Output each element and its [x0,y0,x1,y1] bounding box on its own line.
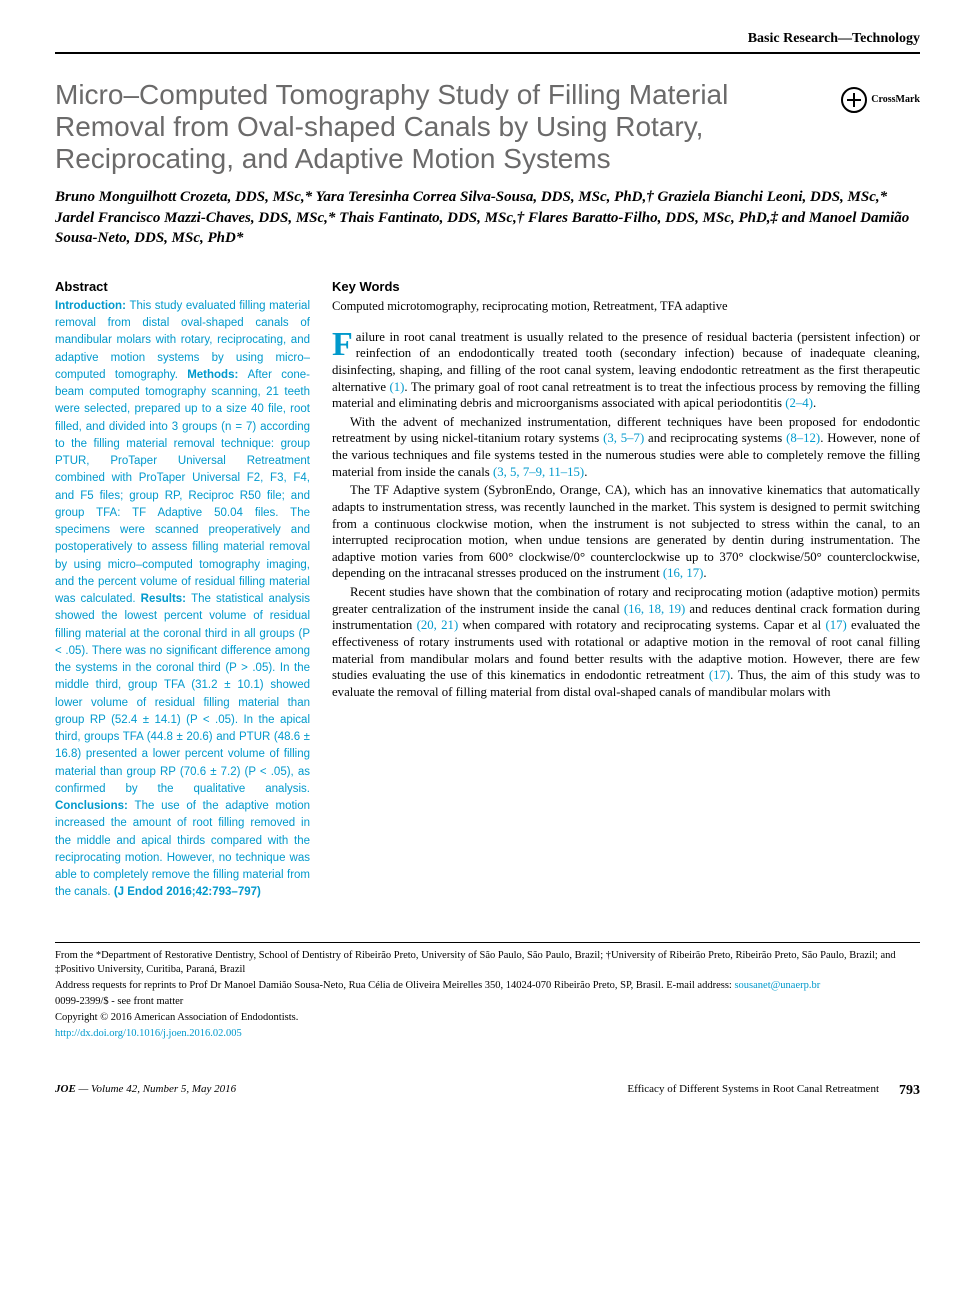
email-link[interactable]: sousanet@unaerp.br [734,980,820,991]
ref-link[interactable]: (8–12) [786,431,820,445]
abstract-text: Introduction: This study evaluated filli… [55,298,310,902]
keywords-text: Computed microtomography, reciprocating … [332,298,920,315]
body-column: Key Words Computed microtomography, reci… [332,278,920,901]
ref-link[interactable]: (16, 17) [663,566,704,580]
abstract-conclusions-label: Conclusions: [55,800,135,812]
affiliation-note: From the *Department of Restorative Dent… [55,949,920,977]
correspondence-note: Address requests for reprints to Prof Dr… [55,979,920,993]
ref-link[interactable]: (3, 5, 7–9, 11–15) [493,465,584,479]
ref-link[interactable]: (17) [709,668,730,682]
footer-journal: JOE — Volume 42, Number 5, May 2016 [55,1082,236,1101]
keywords-heading: Key Words [332,278,920,296]
abstract-methods-text: After cone-beam computed tomography scan… [55,369,310,605]
copyright-note: Copyright © 2016 American Association of… [55,1011,920,1025]
abstract-column: Abstract Introduction: This study evalua… [55,278,310,901]
ref-link[interactable]: (17) [825,618,846,632]
footnotes: From the *Department of Restorative Dent… [55,942,920,1042]
p3-text-b: . [703,566,706,580]
crossmark-icon [841,87,867,113]
ref-link[interactable]: (20, 21) [417,618,459,632]
dropcap: F [332,329,356,359]
page-footer: JOE — Volume 42, Number 5, May 2016 Effi… [55,1082,920,1101]
body-paragraph-3: The TF Adaptive system (SybronEndo, Oran… [332,482,920,582]
body-paragraph-1: Failure in root canal treatment is usual… [332,329,920,412]
abstract-methods-label: Methods: [187,369,247,381]
abstract-results-text: The statistical analysis showed the lowe… [55,593,310,795]
ref-link[interactable]: (16, 18, 19) [624,602,685,616]
two-column-layout: Abstract Introduction: This study evalua… [55,278,920,901]
header-rule: Basic Research—Technology [55,30,920,54]
issn-note: 0099-2399/$ - see front matter [55,995,920,1009]
p2-text-d: . [584,465,587,479]
page-number: 793 [899,1082,920,1101]
abstract-intro-label: Introduction: [55,300,129,312]
abstract-results-label: Results: [141,593,191,605]
p4-text-c: when compared with rotatory and reciproc… [458,618,825,632]
ref-link[interactable]: (1) [389,380,404,394]
crossmark-badge[interactable]: CrossMark [841,87,920,113]
issue-info: — Volume 42, Number 5, May 2016 [79,1083,237,1095]
journal-abbrev: JOE [55,1083,79,1095]
title-row: Micro–Computed Tomography Study of Filli… [55,79,920,176]
p3-text-a: The TF Adaptive system (SybronEndo, Oran… [332,483,920,580]
p2-text-b: and reciprocating systems [644,431,786,445]
crossmark-label: CrossMark [871,93,920,107]
doi-link[interactable]: http://dx.doi.org/10.1016/j.joen.2016.02… [55,1028,242,1039]
body-paragraph-2: With the advent of mechanized instrument… [332,414,920,481]
article-title: Micro–Computed Tomography Study of Filli… [55,79,821,176]
p1-text-b: . The primary goal of root canal retreat… [332,380,920,411]
author-list: Bruno Monguilhott Crozeta, DDS, MSc,* Ya… [55,187,920,248]
ref-link[interactable]: (3, 5–7) [603,431,644,445]
section-label: Basic Research—Technology [55,30,920,49]
abstract-heading: Abstract [55,278,310,296]
address-text: Address requests for reprints to Prof Dr… [55,980,734,991]
ref-link[interactable]: (2–4) [785,396,813,410]
body-paragraph-4: Recent studies have shown that the combi… [332,584,920,700]
p1-text-c: . [813,396,816,410]
footer-running-title: Efficacy of Different Systems in Root Ca… [236,1082,899,1101]
abstract-conclusions-text: The use of the adaptive motion increased… [55,800,310,898]
abstract-citation: (J Endod 2016;42:793–797) [114,886,261,898]
